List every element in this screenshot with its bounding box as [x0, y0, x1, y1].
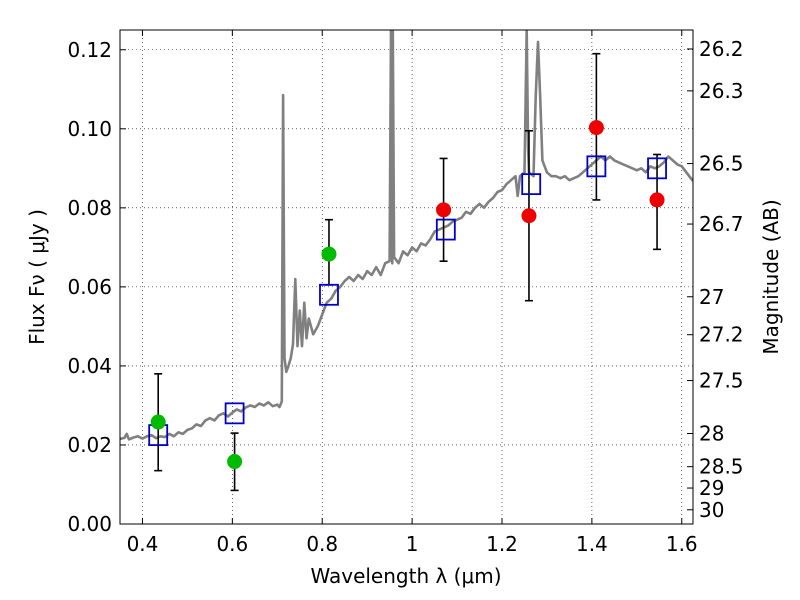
x-tick-label: 1.6: [666, 532, 698, 556]
observed-point: [321, 246, 337, 262]
x-tick-label: 0.4: [127, 532, 159, 556]
observed-point: [521, 208, 537, 224]
markers: [148, 120, 667, 470]
mag-tick-label: 28: [699, 421, 724, 445]
y-tick-label: 0.00: [67, 512, 112, 536]
x-tick-label: 0.8: [306, 532, 338, 556]
mag-tick-label: 27.5: [699, 369, 744, 393]
axes: 0.4 0.6 0.8 1 1.2 1.4 1.6 0.00 0.02 0.04 0.06 0.08 0…: [67, 30, 744, 556]
y-tick-label: 0.08: [67, 196, 112, 220]
x-tick-label: 1.2: [486, 532, 518, 556]
mag-tick-label: 26.5: [699, 152, 744, 176]
model-square-marker: [224, 402, 245, 425]
x-axis-label: Wavelength λ (μm): [310, 564, 501, 588]
y-axis-label: Flux Fν ( μJy ): [25, 209, 49, 345]
model-square-marker: [435, 218, 456, 241]
mag-tick-label: 26.3: [699, 79, 744, 103]
y2-axis-label: Magnitude (AB): [759, 199, 783, 354]
observed-point: [227, 454, 243, 470]
mag-tick-label: 26.2: [699, 37, 744, 61]
y-tick-label: 0.06: [67, 275, 112, 299]
mag-tick-label: 27: [699, 285, 724, 309]
observed-point: [150, 414, 166, 430]
x-tick-label: 1: [406, 532, 419, 556]
mag-tick-label: 27.2: [699, 323, 744, 347]
observed-point: [588, 120, 604, 136]
mag-tick-label: 26.7: [699, 212, 744, 236]
plot-frame: [119, 29, 694, 525]
y-tick-label: 0.10: [67, 117, 112, 141]
observed-point: [436, 202, 452, 218]
mag-tick-label: 30: [699, 498, 724, 522]
observed-point: [649, 192, 665, 208]
model-square-marker: [319, 283, 339, 306]
y-tick-label: 0.12: [67, 38, 112, 62]
model-square-marker: [521, 173, 542, 196]
mag-tick-label: 28.5: [699, 455, 744, 479]
model-square-marker: [586, 155, 607, 178]
y-tick-label: 0.04: [67, 354, 112, 378]
x-tick-label: 1.4: [576, 532, 608, 556]
x-tick-label: 0.6: [216, 532, 248, 556]
mag-tick-label: 29: [699, 476, 724, 500]
y-tick-label: 0.02: [67, 433, 112, 457]
model-square-marker: [647, 157, 667, 180]
